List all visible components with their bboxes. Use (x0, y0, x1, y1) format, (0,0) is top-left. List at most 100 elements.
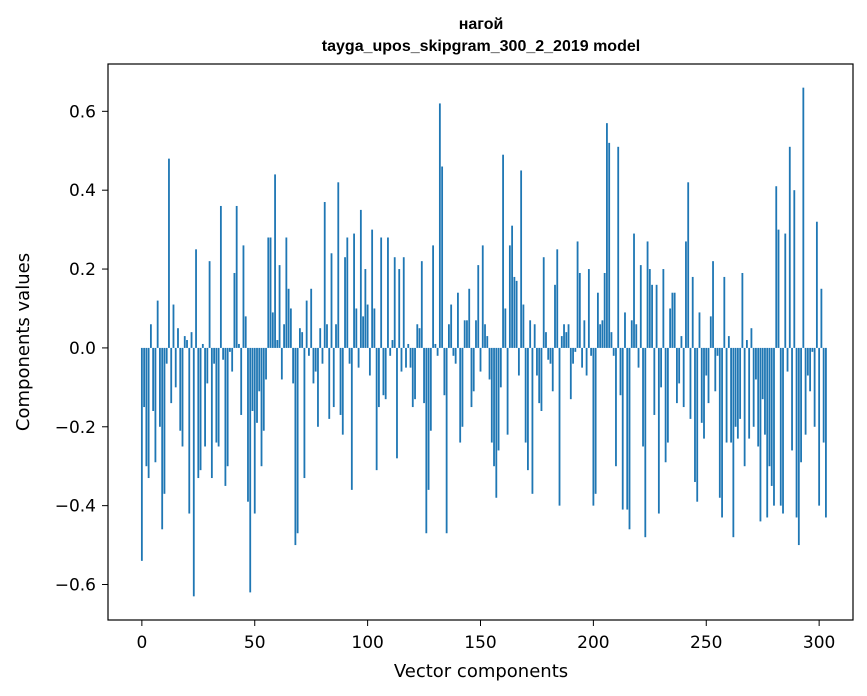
bar-146 (470, 347, 473, 408)
bar-142 (461, 347, 464, 427)
bar-297 (811, 347, 814, 352)
bar-134 (443, 347, 446, 396)
bar-260 (727, 336, 730, 348)
bar-258 (723, 276, 726, 348)
bar-180 (547, 347, 550, 360)
bar-165 (513, 276, 516, 348)
chart-title: нагой (459, 16, 504, 33)
x-axis-ticks: 0 50 100 150 200 250 300 (136, 620, 835, 653)
bar-12 (168, 158, 170, 348)
bar-271 (752, 347, 755, 427)
bar-288 (791, 347, 793, 451)
bar-150 (479, 347, 482, 372)
bar-247 (698, 312, 701, 348)
bar-81 (323, 202, 326, 348)
bar-54 (262, 347, 265, 431)
bar-161 (504, 308, 507, 348)
bar-197 (585, 347, 588, 376)
bar-188 (565, 332, 568, 348)
bar-277 (766, 347, 769, 518)
bar-78 (317, 347, 319, 427)
bar-119 (409, 347, 412, 368)
bar-56 (267, 237, 270, 348)
bar-31 (210, 347, 213, 479)
bar-25 (197, 347, 200, 479)
bar-185 (558, 347, 561, 506)
bar-135 (445, 347, 448, 534)
bar-72 (303, 347, 306, 479)
bar-121 (414, 347, 416, 400)
bar-49 (251, 347, 254, 411)
bar-105 (378, 347, 380, 408)
bar-208 (610, 332, 613, 348)
bar-190 (569, 347, 572, 400)
bar-148 (475, 320, 477, 348)
bar-167 (517, 347, 520, 376)
bar-194 (578, 272, 581, 348)
bar-179 (545, 332, 547, 348)
bar-53 (260, 347, 263, 467)
bar-118 (407, 343, 410, 348)
bar-231 (662, 269, 665, 348)
bar-29 (206, 347, 209, 384)
bar-43 (238, 343, 240, 348)
bar-37 (224, 347, 227, 486)
bar-184 (556, 249, 559, 348)
bar-145 (468, 288, 471, 348)
bar-143 (463, 320, 466, 348)
bar-130 (434, 343, 437, 348)
x-tick-label: 0 (136, 633, 147, 653)
bar-198 (587, 269, 590, 348)
bar-26 (199, 347, 202, 471)
bar-13 (170, 347, 173, 404)
bar-286 (786, 347, 789, 372)
bar-60 (276, 340, 279, 348)
bar-193 (576, 241, 579, 348)
bar-300 (818, 347, 821, 506)
plot-frame (107, 63, 854, 621)
bar-66 (289, 308, 292, 348)
y-tick-label: −0.4 (55, 497, 96, 517)
bar-195 (581, 347, 583, 368)
bar-98 (362, 316, 365, 348)
x-tick-label: 100 (351, 633, 383, 653)
bar-124 (420, 261, 423, 348)
bar-47 (247, 347, 249, 502)
bar-218 (633, 233, 635, 348)
bar-83 (328, 347, 331, 419)
bar-174 (533, 324, 536, 348)
bar-236 (673, 292, 676, 348)
bar-225 (648, 269, 651, 348)
bar-76 (312, 347, 315, 384)
bar-249 (703, 347, 705, 439)
bar-89 (341, 347, 344, 435)
bar-178 (542, 257, 545, 348)
bar-103 (373, 308, 376, 348)
bar-209 (612, 347, 615, 356)
bar-85 (332, 347, 335, 408)
bar-32 (213, 347, 216, 364)
bar-68 (294, 347, 297, 546)
bar-200 (592, 347, 595, 506)
bar-110 (389, 347, 392, 356)
bar-219 (635, 324, 638, 348)
y-tick-label: 0.6 (69, 102, 96, 122)
bar-243 (689, 347, 692, 419)
y-tick-label: −0.2 (55, 418, 96, 438)
bar-263 (734, 347, 737, 427)
bar-22 (190, 332, 193, 348)
bar-11 (165, 347, 168, 364)
bar-58 (271, 312, 274, 348)
bar-82 (326, 324, 328, 348)
bar-7 (156, 300, 159, 348)
bar-280 (773, 347, 775, 506)
bar-74 (308, 347, 310, 356)
bar-259 (725, 347, 728, 443)
bar-250 (705, 347, 708, 376)
bar-235 (671, 292, 674, 348)
y-tick-label: 0.2 (69, 260, 96, 280)
bar-79 (319, 328, 322, 348)
bar-282 (777, 229, 780, 348)
bar-23 (192, 347, 195, 597)
